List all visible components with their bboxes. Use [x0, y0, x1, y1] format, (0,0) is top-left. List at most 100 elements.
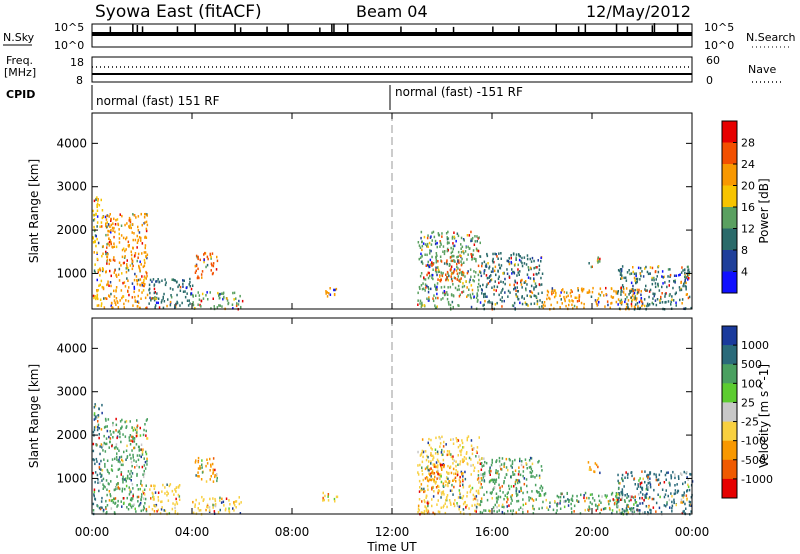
heatmap-cell: [517, 481, 519, 485]
heatmap-cell: [138, 266, 140, 269]
heatmap-cell: [610, 295, 613, 298]
heatmap-cell: [233, 503, 236, 507]
heatmap-cell: [686, 476, 688, 479]
heatmap-cell: [683, 470, 685, 474]
heatmap-cell: [451, 279, 454, 283]
heatmap-cell: [441, 448, 443, 452]
heatmap-cell: [93, 406, 96, 409]
heatmap-cell: [118, 241, 121, 244]
heatmap-cell: [420, 272, 423, 275]
heatmap-cell: [458, 505, 461, 509]
heatmap-cell: [687, 483, 689, 487]
heatmap-cell: [108, 499, 111, 502]
heatmap-cell: [466, 271, 469, 275]
heatmap-cell: [459, 463, 461, 466]
heatmap-cell: [127, 269, 130, 272]
heatmap-cell: [649, 483, 652, 486]
heatmap-cell: [484, 295, 487, 298]
heatmap-cell: [134, 295, 136, 299]
heatmap-cell: [674, 292, 677, 296]
heatmap-cell: [651, 497, 654, 501]
heatmap-cell: [507, 468, 509, 472]
heatmap-cell: [472, 498, 475, 501]
heatmap-cell: [333, 288, 335, 292]
heatmap-cell: [145, 255, 147, 259]
heatmap-cell: [110, 229, 112, 232]
heatmap-cell: [438, 489, 441, 493]
heatmap-cell: [431, 477, 434, 481]
heatmap-cell: [674, 476, 676, 480]
heatmap-cell: [171, 278, 173, 281]
heatmap-cell: [550, 303, 552, 307]
nsky-spike: [194, 24, 196, 32]
heatmap-cell: [435, 436, 437, 440]
heatmap-cell: [145, 509, 148, 513]
heatmap-cell: [108, 215, 110, 218]
colorbar-tick-label: 28: [741, 137, 755, 150]
heatmap-cell: [590, 265, 593, 269]
heatmap-cell: [114, 301, 116, 304]
heatmap-cell: [498, 460, 501, 463]
heatmap-cell: [639, 272, 642, 275]
heatmap-cell: [423, 304, 426, 307]
heatmap-cell: [182, 282, 184, 286]
heatmap-cell: [441, 491, 443, 494]
heatmap-cell: [93, 458, 95, 462]
heatmap-cell: [616, 292, 619, 295]
heatmap-cell: [144, 296, 147, 300]
heatmap-cell: [166, 490, 168, 494]
heatmap-cell: [515, 511, 517, 514]
heatmap-cell: [640, 290, 642, 293]
heatmap-cell: [116, 300, 118, 303]
heatmap-cell: [106, 262, 108, 265]
heatmap-cell: [539, 494, 542, 497]
heatmap-cell: [528, 268, 530, 272]
heatmap-cell: [95, 244, 97, 248]
heatmap-cell: [140, 509, 142, 513]
heatmap-cell: [583, 302, 585, 306]
heatmap-cell: [449, 303, 452, 307]
heatmap-cell: [167, 499, 170, 502]
heatmap-cell: [206, 291, 208, 294]
heatmap-cell: [526, 273, 529, 276]
heatmap-cell: [133, 446, 136, 450]
heatmap-cell: [421, 262, 424, 265]
heatmap-cell: [489, 479, 491, 483]
heatmap-cell: [110, 499, 113, 503]
heatmap-cell: [175, 501, 178, 504]
heatmap-cell: [653, 294, 655, 298]
heatmap-cell: [500, 280, 502, 283]
heatmap-cell: [447, 477, 449, 481]
heatmap-cell: [157, 301, 159, 305]
heatmap-cell: [604, 507, 607, 510]
heatmap-cell: [431, 276, 433, 280]
heatmap-cell: [596, 507, 599, 511]
heatmap-cell: [633, 296, 635, 299]
heatmap-cell: [450, 246, 452, 250]
heatmap-cell: [105, 222, 107, 225]
heatmap-cell: [202, 499, 204, 502]
heatmap-cell: [619, 482, 621, 485]
heatmap-cell: [648, 290, 651, 293]
heatmap-cell: [194, 264, 197, 268]
heatmap-cell: [146, 460, 148, 463]
heatmap-cell: [691, 480, 694, 483]
heatmap-cell: [157, 297, 160, 300]
heatmap-cell: [684, 275, 687, 278]
heatmap-cell: [329, 293, 332, 296]
heatmap-cell: [450, 438, 452, 441]
heatmap-cell: [452, 462, 454, 465]
heatmap-cell: [449, 501, 452, 505]
heatmap-cell: [417, 291, 419, 295]
heatmap-cell: [420, 260, 423, 264]
heatmap-cell: [641, 304, 643, 308]
heatmap-cell: [150, 299, 152, 302]
heatmap-cell: [668, 284, 670, 287]
heatmap-cell: [670, 475, 673, 479]
heatmap-cell: [126, 496, 128, 500]
heatmap-cell: [496, 501, 498, 504]
heatmap-cell: [422, 242, 425, 245]
heatmap-cell: [138, 449, 140, 452]
heatmap-cell: [425, 496, 427, 499]
heatmap-cell: [202, 297, 205, 300]
